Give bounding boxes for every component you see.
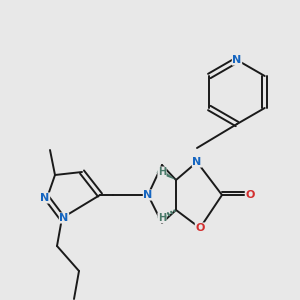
Text: N: N [192,157,202,167]
Text: O: O [195,223,205,233]
Text: N: N [40,193,50,203]
Text: H: H [158,167,166,177]
Polygon shape [157,167,176,180]
Text: N: N [232,55,242,65]
Text: O: O [245,190,255,200]
Text: N: N [59,213,69,223]
Text: N: N [143,190,153,200]
Text: H: H [158,213,166,223]
